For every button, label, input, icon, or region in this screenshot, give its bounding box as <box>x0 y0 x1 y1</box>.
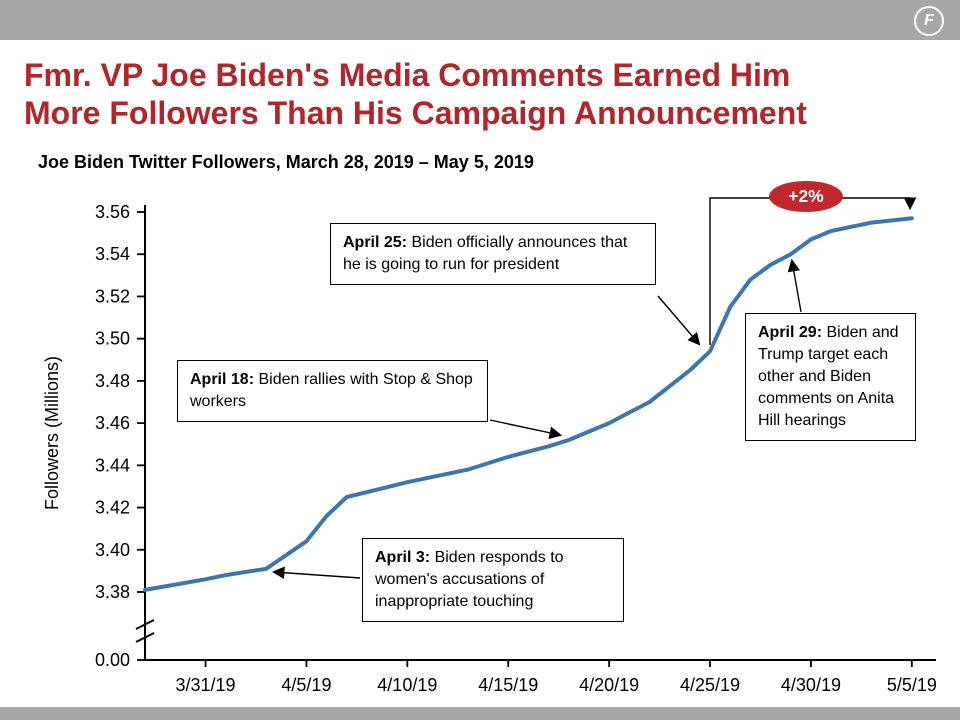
y-tick-label: 3.38 <box>95 582 130 602</box>
x-tick-label: 3/31/19 <box>176 675 236 695</box>
growth-bracket-line <box>709 197 910 345</box>
x-tick-label: 5/5/19 <box>887 675 937 695</box>
growth-badge: +2% <box>769 181 843 212</box>
annotation-april-25: April 25: Biden officially announces tha… <box>330 223 656 285</box>
y-tick-label: 3.52 <box>95 286 130 306</box>
x-tick-label: 4/15/19 <box>478 675 538 695</box>
logo: F <box>914 6 944 36</box>
connector-april-18 <box>489 419 563 439</box>
y-tick-label: 3.56 <box>95 202 130 222</box>
x-tick-label: 4/5/19 <box>281 675 331 695</box>
y-tick-label: 3.48 <box>95 371 130 391</box>
annotation-april-3: April 3: Biden responds to women's accus… <box>362 538 624 622</box>
chart-subtitle: Joe Biden Twitter Followers, March 28, 2… <box>38 152 534 172</box>
axis-break-mark <box>135 619 155 630</box>
y-tick-label: 0.00 <box>95 650 130 670</box>
x-tick-label: 4/30/19 <box>781 675 841 695</box>
annotation-connectors <box>271 258 802 580</box>
annotation-text: Biden officially announces that he is go… <box>343 234 628 273</box>
footer-band <box>0 707 960 720</box>
x-tick-label: 4/20/19 <box>579 675 639 695</box>
y-tick-label: 3.46 <box>95 413 130 433</box>
annotation-text: Biden and Trump target each other and Bi… <box>758 324 899 429</box>
axes <box>135 205 936 661</box>
annotation-text: Biden rallies with Stop & Shop workers <box>190 371 473 410</box>
annotation-april-29: April 29: Biden and Trump target each ot… <box>745 313 916 441</box>
y-tick-label: 3.42 <box>95 498 130 518</box>
y-tick-label: 3.50 <box>95 329 130 349</box>
followers-series-line <box>143 216 914 592</box>
connector-april-3 <box>271 566 361 580</box>
annotation-date: April 25: <box>343 234 408 251</box>
page-title-line1: Fmr. VP Joe Biden's Media Comments Earne… <box>24 57 791 93</box>
y-tick-label: 3.54 <box>95 244 130 264</box>
connector-april-29 <box>787 258 802 313</box>
annotation-text: Biden responds to women's accusations of… <box>375 549 564 610</box>
annotation-date: April 3: <box>375 549 431 566</box>
axis-break-mark <box>135 632 155 643</box>
x-tick-label: 4/25/19 <box>680 675 740 695</box>
y-tick-label: 3.40 <box>95 540 130 560</box>
tick-layer: 0.00 3.38 3.40 3.42 3.44 3.46 3.48 3.50 3.52 3.54… <box>95 202 937 695</box>
growth-bracket <box>709 197 917 345</box>
header-band <box>0 0 960 40</box>
page-title-line2: More Followers Than His Campaign Announc… <box>24 95 807 131</box>
annotation-date: April 29: <box>758 324 823 341</box>
y-tick-label: 3.44 <box>95 455 130 475</box>
x-tick-label: 4/10/19 <box>377 675 437 695</box>
annotation-date: April 18: <box>190 371 255 388</box>
logo-letter: F <box>924 12 934 29</box>
connector-april-25 <box>657 295 701 346</box>
page-title: Fmr. VP Joe Biden's Media Comments Earne… <box>24 56 807 132</box>
annotation-april-18: April 18: Biden rallies with Stop & Shop… <box>177 360 488 422</box>
